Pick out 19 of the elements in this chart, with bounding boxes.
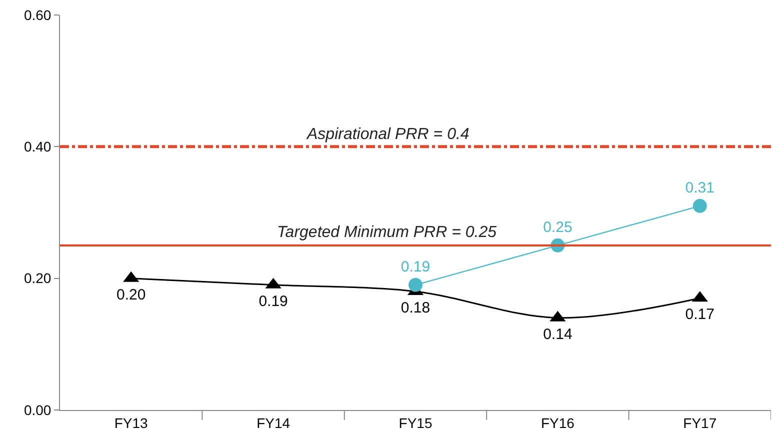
ref-line-label: Targeted Minimum PRR = 0.25	[277, 224, 497, 241]
x-tick-label: FY13	[114, 414, 148, 431]
data-label: 0.20	[116, 286, 146, 304]
x-tick-label: FY16	[540, 414, 575, 431]
x-tick-label: FY17	[683, 414, 717, 431]
y-tick-label: 0.00	[24, 402, 52, 418]
data-label: 0.31	[685, 179, 714, 196]
y-tick-label: 0.60	[24, 6, 52, 23]
ref-line-label: Aspirational PRR = 0.4	[306, 126, 470, 143]
x-tick-label: FY15	[398, 414, 432, 431]
x-tick-label: FY14	[256, 414, 290, 431]
data-label: 0.18	[400, 300, 430, 316]
data-label: 0.19	[400, 258, 430, 276]
y-tick-label: 0.40	[24, 138, 52, 155]
data-label: 0.19	[258, 292, 288, 310]
data-label: 0.17	[685, 306, 714, 324]
y-tick-label: 0.20	[24, 270, 52, 286]
data-label: 0.25	[543, 218, 572, 236]
data-label: 0.14	[543, 326, 572, 343]
